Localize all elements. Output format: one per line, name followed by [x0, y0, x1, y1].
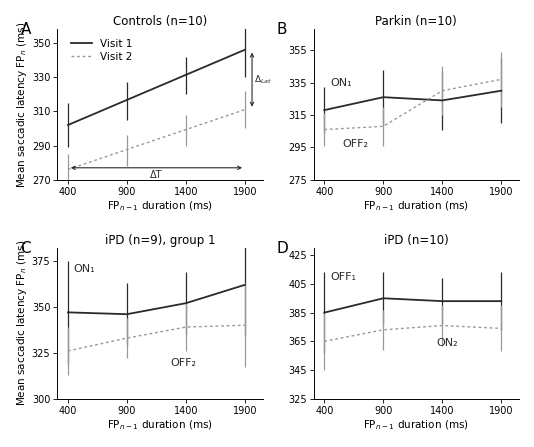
Y-axis label: Mean saccadic latency FP$_n$ (ms): Mean saccadic latency FP$_n$ (ms): [15, 240, 29, 406]
Title: iPD (n=9), group 1: iPD (n=9), group 1: [105, 234, 215, 247]
X-axis label: FP$_{n-1}$ duration (ms): FP$_{n-1}$ duration (ms): [364, 418, 469, 432]
X-axis label: FP$_{n-1}$ duration (ms): FP$_{n-1}$ duration (ms): [107, 199, 213, 213]
Text: ΔT: ΔT: [150, 170, 163, 180]
Text: C: C: [20, 240, 31, 256]
Text: OFF₂: OFF₂: [171, 358, 197, 367]
Title: Parkin (n=10): Parkin (n=10): [375, 15, 457, 28]
X-axis label: FP$_{n-1}$ duration (ms): FP$_{n-1}$ duration (ms): [107, 418, 213, 432]
Title: iPD (n=10): iPD (n=10): [384, 234, 449, 247]
Text: B: B: [277, 21, 287, 37]
Text: OFF₂: OFF₂: [342, 139, 368, 149]
Text: ON₂: ON₂: [436, 337, 458, 348]
X-axis label: FP$_{n-1}$ duration (ms): FP$_{n-1}$ duration (ms): [364, 199, 469, 213]
Text: $\Delta_{Lat}$: $\Delta_{Lat}$: [254, 73, 272, 86]
Text: ON₁: ON₁: [74, 264, 96, 274]
Text: ON₁: ON₁: [330, 78, 352, 88]
Title: Controls (n=10): Controls (n=10): [113, 15, 207, 28]
Legend: Visit 1, Visit 2: Visit 1, Visit 2: [71, 39, 132, 62]
Y-axis label: Mean saccadic latency FP$_n$ (ms): Mean saccadic latency FP$_n$ (ms): [15, 21, 29, 188]
Text: A: A: [20, 21, 31, 37]
Text: OFF₁: OFF₁: [330, 272, 356, 282]
Text: D: D: [277, 240, 288, 256]
